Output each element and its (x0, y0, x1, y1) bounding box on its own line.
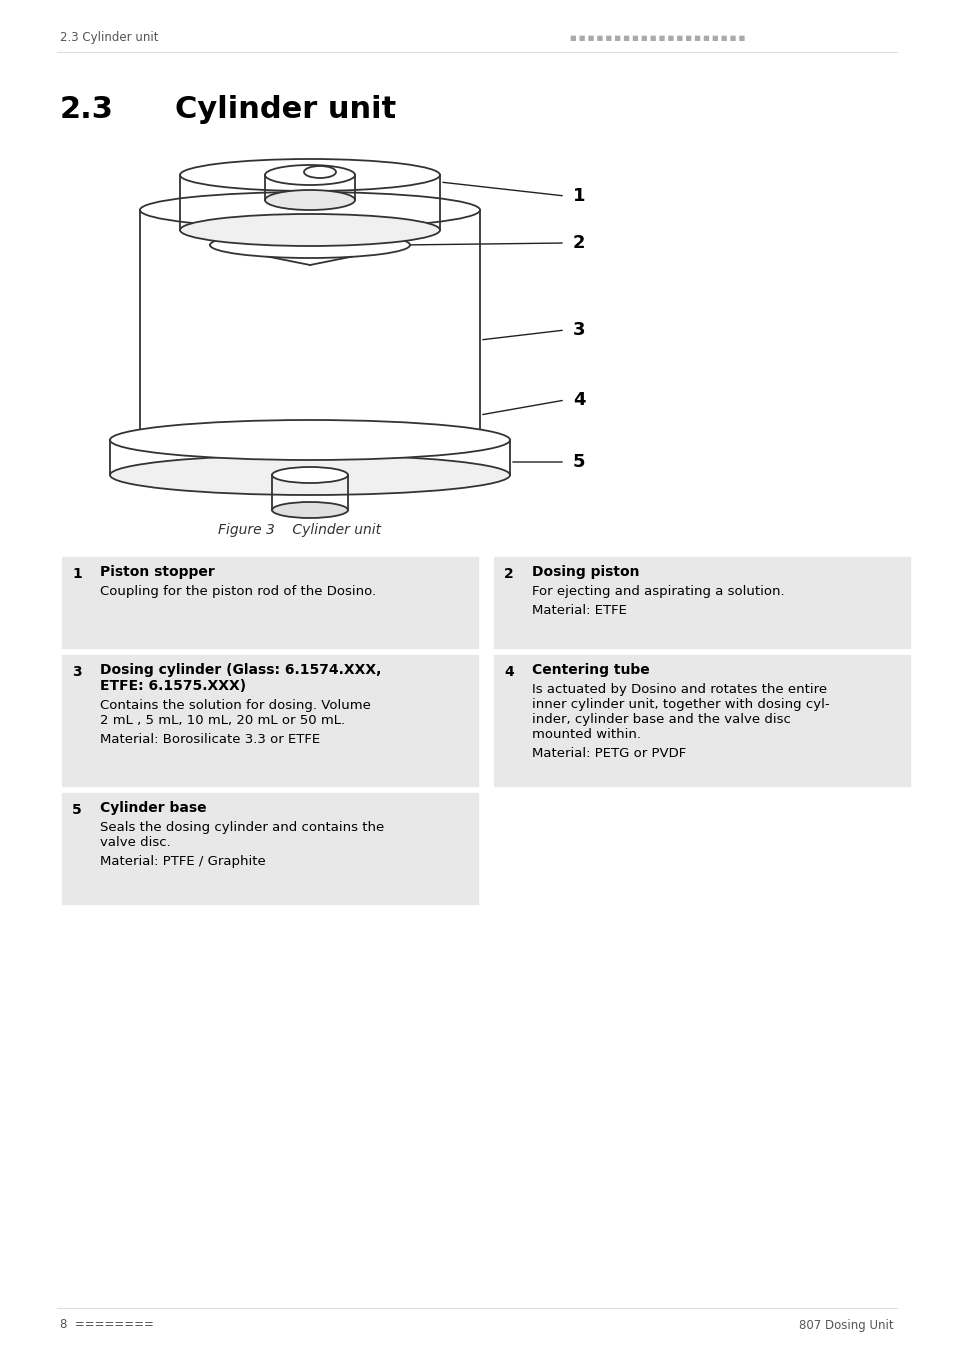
Ellipse shape (272, 467, 348, 483)
Text: 2.3: 2.3 (60, 96, 113, 124)
Text: Contains the solution for dosing. Volume: Contains the solution for dosing. Volume (100, 699, 371, 711)
Text: Figure 3    Cylinder unit: Figure 3 Cylinder unit (218, 522, 381, 537)
Text: Material: ETFE: Material: ETFE (532, 603, 626, 617)
Text: Piston stopper: Piston stopper (100, 566, 214, 579)
Text: 1: 1 (71, 567, 82, 580)
Text: 3: 3 (71, 666, 82, 679)
Ellipse shape (110, 455, 510, 495)
Text: valve disc.: valve disc. (100, 836, 171, 849)
Text: Material: Borosilicate 3.3 or ETFE: Material: Borosilicate 3.3 or ETFE (100, 733, 320, 747)
Ellipse shape (180, 159, 439, 190)
Ellipse shape (210, 232, 410, 258)
Ellipse shape (140, 192, 479, 228)
Text: ■ ■ ■ ■ ■ ■ ■ ■ ■ ■ ■ ■ ■ ■ ■ ■ ■ ■ ■ ■: ■ ■ ■ ■ ■ ■ ■ ■ ■ ■ ■ ■ ■ ■ ■ ■ ■ ■ ■ ■ (569, 35, 747, 40)
Text: 8  ========: 8 ======== (60, 1319, 153, 1331)
Text: For ejecting and aspirating a solution.: For ejecting and aspirating a solution. (532, 585, 783, 598)
Text: 2.3 Cylinder unit: 2.3 Cylinder unit (60, 31, 158, 45)
Text: Dosing cylinder (Glass: 6.1574.XXX,: Dosing cylinder (Glass: 6.1574.XXX, (100, 663, 381, 676)
Text: Dosing piston: Dosing piston (532, 566, 639, 579)
Bar (492, 653, 911, 788)
Text: 2: 2 (573, 234, 585, 252)
Ellipse shape (265, 165, 355, 185)
Text: Is actuated by Dosino and rotates the entire: Is actuated by Dosino and rotates the en… (532, 683, 826, 697)
Bar (60, 555, 479, 649)
Text: 3: 3 (573, 321, 585, 339)
Text: 5: 5 (573, 454, 585, 471)
Text: Material: PTFE / Graphite: Material: PTFE / Graphite (100, 855, 266, 868)
Text: 4: 4 (503, 666, 514, 679)
Text: 1: 1 (573, 188, 585, 205)
Ellipse shape (304, 166, 335, 178)
Text: 4: 4 (573, 392, 585, 409)
Text: 5: 5 (71, 803, 82, 817)
Ellipse shape (265, 190, 355, 211)
Text: 2 mL , 5 mL, 10 mL, 20 mL or 50 mL.: 2 mL , 5 mL, 10 mL, 20 mL or 50 mL. (100, 714, 345, 728)
Text: inner cylinder unit, together with dosing cyl-: inner cylinder unit, together with dosin… (532, 698, 829, 711)
Ellipse shape (110, 420, 510, 460)
Text: Cylinder unit: Cylinder unit (174, 96, 395, 124)
Text: ETFE: 6.1575.XXX): ETFE: 6.1575.XXX) (100, 679, 246, 693)
Ellipse shape (180, 215, 439, 246)
Text: inder, cylinder base and the valve disc: inder, cylinder base and the valve disc (532, 713, 790, 726)
Bar (60, 791, 479, 906)
Bar (492, 555, 911, 649)
Bar (60, 653, 479, 788)
Ellipse shape (272, 502, 348, 518)
Text: Coupling for the piston rod of the Dosino.: Coupling for the piston rod of the Dosin… (100, 585, 375, 598)
Text: Seals the dosing cylinder and contains the: Seals the dosing cylinder and contains t… (100, 821, 384, 834)
Text: mounted within.: mounted within. (532, 728, 640, 741)
Text: 807 Dosing Unit: 807 Dosing Unit (799, 1319, 893, 1331)
Text: Cylinder base: Cylinder base (100, 801, 207, 815)
Text: Centering tube: Centering tube (532, 663, 649, 676)
Text: 2: 2 (503, 567, 514, 580)
Text: Material: PETG or PVDF: Material: PETG or PVDF (532, 747, 685, 760)
